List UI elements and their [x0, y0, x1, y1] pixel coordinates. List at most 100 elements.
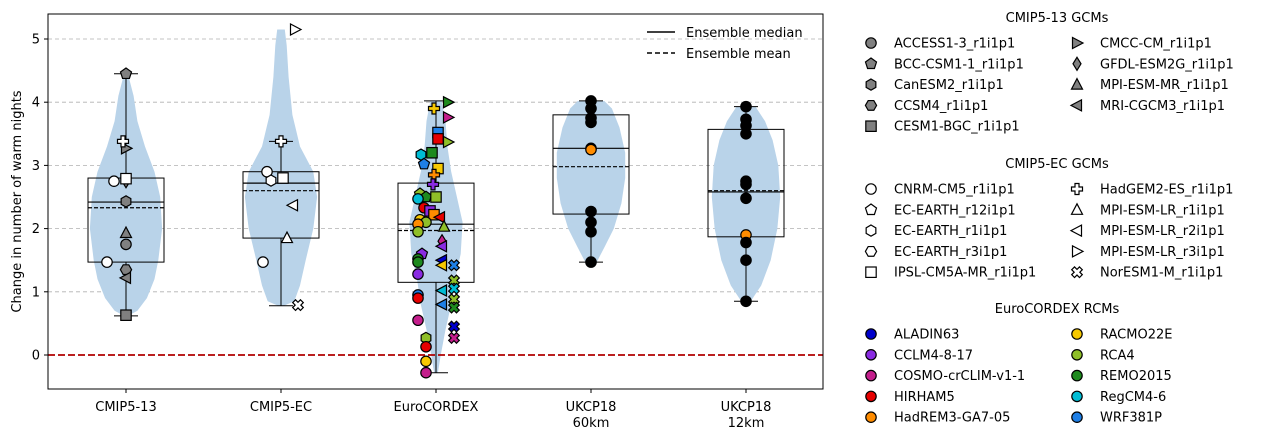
data-point: [118, 271, 132, 285]
data-point: [432, 210, 446, 224]
legend-marker: [1071, 411, 1083, 423]
legend-marker: [1069, 98, 1083, 112]
legend-marker: [1069, 224, 1083, 238]
legend-item: RCA4: [1071, 348, 1135, 363]
data-point: [427, 168, 441, 181]
data-point: [432, 133, 444, 145]
legend-marker: [1071, 36, 1085, 50]
y-tick-label: 5: [32, 33, 40, 48]
legend-label: RACMO22E: [1100, 328, 1172, 343]
data-point: [740, 100, 752, 113]
box-plot: [397, 100, 475, 374]
x-tick-label: CMIP5-EC: [250, 400, 312, 415]
data-point: [585, 216, 597, 229]
data-point: [120, 238, 132, 251]
y-axis-label: Change in number of warm nights: [10, 90, 25, 312]
legend-item: RegCM4-6: [1071, 390, 1166, 405]
x-tick-label: EuroCORDEX: [394, 400, 479, 415]
data-point: [120, 309, 132, 321]
legend-item: CESM1-BGC_r1i1p1: [865, 120, 1020, 135]
data-point: [447, 331, 461, 345]
legend-group-title: EuroCORDEX RCMs: [995, 302, 1120, 317]
legend-label: MPI-ESM-LR_r3i1p1: [1100, 245, 1225, 260]
legend-item: HIRHAM5: [865, 390, 955, 405]
data-point: [740, 295, 752, 308]
data-point: [437, 219, 451, 232]
data-point: [412, 193, 424, 205]
legend-marker: [865, 37, 877, 49]
data-point: [426, 146, 438, 159]
legend-item: MPI-ESM-LR_r3i1p1: [1071, 244, 1225, 260]
legend-item: BCC-CSM1-1_r1i1p1: [864, 57, 1024, 72]
data-point: [120, 195, 132, 208]
y-tick-label: 4: [32, 96, 40, 111]
legend-item: CCLM4-8-17: [865, 348, 973, 363]
line-legend: Ensemble median Ensemble mean: [647, 26, 803, 62]
legend-item: HadREM3-GA7-05: [865, 411, 1010, 426]
data-point: [740, 254, 752, 267]
legend-marker: [1072, 56, 1082, 72]
data-point: [101, 256, 113, 268]
legend-label: HadREM3-GA7-05: [894, 411, 1010, 426]
legend-label: CMCC-CM_r1i1p1: [1100, 37, 1212, 52]
legend-marker: [865, 390, 877, 403]
legend-label: IPSL-CM5A-MR_r1i1p1: [894, 266, 1036, 281]
data-point: [257, 256, 269, 268]
legend-label: WRF381P: [1100, 411, 1162, 426]
data-point: [420, 340, 432, 353]
data-point: [447, 301, 461, 314]
legend-marker: [1071, 390, 1083, 403]
box-plot: [242, 140, 320, 307]
legend-item: ALADIN63: [865, 328, 959, 343]
legend-item: MRI-CGCM3_r1i1p1: [1069, 98, 1225, 114]
legend-marker: [865, 266, 877, 278]
data-point: [412, 268, 424, 280]
legend-label: CCSM4_r1i1p1: [894, 99, 988, 114]
legend-label: MPI-ESM-MR_r1i1p1: [1100, 78, 1229, 93]
legend-marker: [864, 99, 878, 111]
legend-item: CanESM2_r1i1p1: [865, 78, 1004, 93]
legend-marker: [1071, 244, 1085, 258]
data-point: [430, 191, 442, 203]
data-point: [447, 320, 461, 333]
legend-marker: [865, 78, 877, 91]
data-point: [447, 259, 461, 272]
data-point: [412, 256, 424, 268]
legend-label: CNRM-CM5_r1i1p1: [894, 183, 1015, 198]
legend-item: MPI-ESM-MR_r1i1p1: [1070, 77, 1229, 93]
legend-label: ALADIN63: [894, 328, 959, 343]
legend-marker: [864, 245, 878, 257]
data-point: [119, 225, 133, 239]
data-point: [426, 178, 440, 191]
y-tick-label: 3: [32, 159, 40, 174]
legend-item: HadGEM2-ES_r1i1p1: [1070, 183, 1233, 198]
data-point: [585, 116, 597, 129]
legend-label: NorESM1-M_r1i1p1: [1100, 266, 1223, 281]
data-point: [285, 198, 299, 212]
legend-label: HIRHAM5: [894, 390, 955, 405]
legend-group: CMIP5-EC GCMs CNRM-CM5_r1i1p1 HadGEM2-ES_r…: [864, 157, 1233, 281]
data-point: [442, 95, 456, 109]
data-point: [740, 236, 752, 249]
legend-label: MRI-CGCM3_r1i1p1: [1100, 99, 1225, 114]
legend-label: CCLM4-8-17: [894, 348, 973, 363]
legend-marker: [865, 224, 877, 237]
legend-label: RCA4: [1100, 348, 1135, 363]
data-point: [289, 23, 303, 37]
legend-item: CCSM4_r1i1p1: [864, 99, 988, 114]
legend-label: COSMO-crCLIM-v1-1: [894, 369, 1025, 384]
legend-marker: [1070, 266, 1084, 279]
data-point: [412, 314, 424, 327]
data-point: [108, 175, 120, 187]
data-point: [412, 225, 424, 238]
box-iqr: [242, 171, 320, 239]
legend-marker: [865, 411, 877, 423]
legend-item: EC-EARTH_r12i1p1: [864, 203, 1016, 218]
legend-item: CMCC-CM_r1i1p1: [1071, 36, 1212, 52]
legend-label: HadGEM2-ES_r1i1p1: [1100, 183, 1233, 198]
legend-marker: [1071, 328, 1083, 340]
legend-item: ACCESS1-3_r1i1p1: [865, 37, 1015, 52]
data-point: [291, 298, 305, 312]
legend-label: CanESM2_r1i1p1: [894, 78, 1004, 93]
